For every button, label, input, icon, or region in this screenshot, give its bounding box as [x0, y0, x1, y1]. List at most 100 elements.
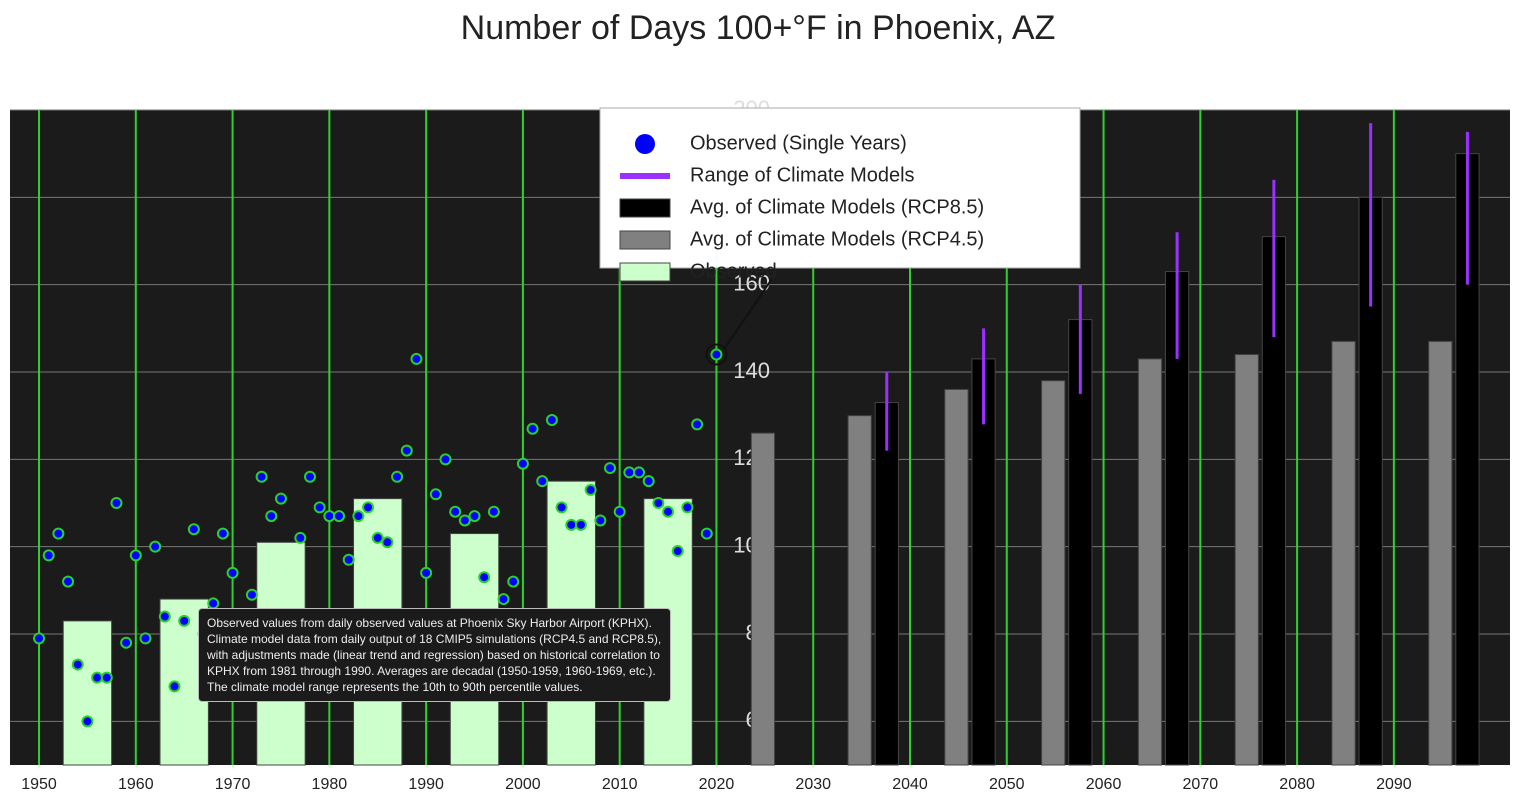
annotation-arrow — [723, 278, 773, 350]
observed-point — [613, 505, 626, 518]
observed-point — [487, 505, 500, 518]
observed-point — [565, 518, 578, 531]
observed-point — [158, 610, 171, 623]
legend-label: Range of Climate Models — [690, 164, 915, 186]
legend-swatch — [619, 198, 671, 218]
observed-point — [81, 715, 94, 728]
observed-point — [139, 632, 152, 645]
x-tick-label: 2000 — [505, 776, 541, 793]
observed-point — [71, 658, 84, 671]
observed-point — [710, 348, 723, 361]
observed-point — [52, 527, 65, 540]
observed-point — [391, 470, 404, 483]
observed-point — [700, 527, 713, 540]
observed-point — [352, 510, 365, 523]
observed-point — [400, 444, 413, 457]
legend-swatch — [635, 134, 655, 154]
observed-point — [420, 566, 433, 579]
observed-point — [691, 418, 704, 431]
legend-swatch — [619, 262, 671, 282]
observed-point — [526, 422, 539, 435]
x-tick-label: 1950 — [21, 776, 57, 793]
bar — [62, 620, 113, 766]
note: Observed values from daily observed valu… — [198, 608, 671, 702]
x-tick-label: 2050 — [989, 776, 1025, 793]
legend-swatch — [620, 173, 670, 179]
x-tick-label: 2040 — [892, 776, 928, 793]
x-tick-label: 2030 — [795, 776, 831, 793]
observed-point — [255, 470, 268, 483]
bar — [944, 388, 969, 766]
observed-point — [429, 488, 442, 501]
legend-box — [599, 107, 1081, 269]
observed-point — [594, 514, 607, 527]
observed-point — [168, 680, 181, 693]
observed-point — [178, 614, 191, 627]
legend-label: Observed (Single Years) — [690, 132, 907, 154]
observed-point — [216, 527, 229, 540]
observed-point — [323, 510, 336, 523]
observed-point — [274, 492, 287, 505]
observed-point — [207, 597, 220, 610]
observed-point — [33, 632, 46, 645]
x-tick-label: 1990 — [408, 776, 444, 793]
observed-point — [439, 453, 452, 466]
observed-point — [304, 470, 316, 483]
observed-point — [604, 462, 616, 475]
x-tick-label: 1960 — [118, 776, 154, 793]
observed-point — [545, 414, 558, 427]
observed-point — [623, 466, 636, 479]
x-tick-label: 1980 — [312, 776, 348, 793]
observed-point — [149, 540, 162, 553]
bar — [1137, 358, 1163, 766]
observed-point — [62, 575, 75, 588]
observed-point — [681, 501, 694, 514]
observed-point — [333, 510, 346, 523]
observed-point — [245, 588, 258, 601]
observed-point — [633, 466, 646, 479]
observed-point — [516, 457, 529, 470]
bar — [874, 402, 899, 766]
observed-point — [371, 531, 384, 544]
observed-point — [91, 671, 104, 684]
observed-point — [458, 514, 471, 527]
observed-point — [507, 575, 520, 588]
chart-title: Number of Days 100+°F in Phoenix, AZ — [461, 9, 1056, 47]
bar — [1041, 380, 1066, 766]
legend: Observed (Single Years) Range of Climate … — [599, 107, 1081, 282]
observed-point — [478, 571, 491, 584]
bar — [1331, 340, 1356, 766]
bar — [847, 415, 872, 766]
observed-point — [110, 497, 123, 509]
observed-point — [187, 523, 200, 536]
observed-point — [265, 510, 278, 523]
x-tick-label: 2020 — [699, 776, 735, 793]
observed-point — [449, 505, 462, 518]
observed-point — [536, 475, 549, 488]
observed-point — [555, 501, 568, 514]
observed-point — [362, 501, 375, 514]
annotation-marker — [705, 343, 728, 366]
bar — [1428, 340, 1453, 766]
y-tick-label: 140 — [733, 358, 770, 383]
observed-point — [381, 536, 394, 549]
observed-point — [497, 593, 510, 606]
x-tick-label: 2060 — [1086, 776, 1122, 793]
observed-point — [410, 352, 423, 365]
observed-point — [584, 483, 597, 496]
observed-point — [294, 531, 307, 544]
x-tick-label: 2080 — [1279, 776, 1315, 793]
observed-point — [42, 549, 55, 562]
observed-point — [671, 545, 684, 558]
observed-point — [574, 518, 587, 531]
observed-point — [129, 549, 142, 562]
observed-point — [120, 636, 133, 649]
observed-point — [642, 475, 655, 488]
legend-label: Observed — [690, 260, 777, 282]
x-tick-label: 2090 — [1376, 776, 1412, 793]
bar — [750, 432, 776, 766]
observed-point — [662, 505, 675, 518]
observed-point — [313, 501, 326, 514]
